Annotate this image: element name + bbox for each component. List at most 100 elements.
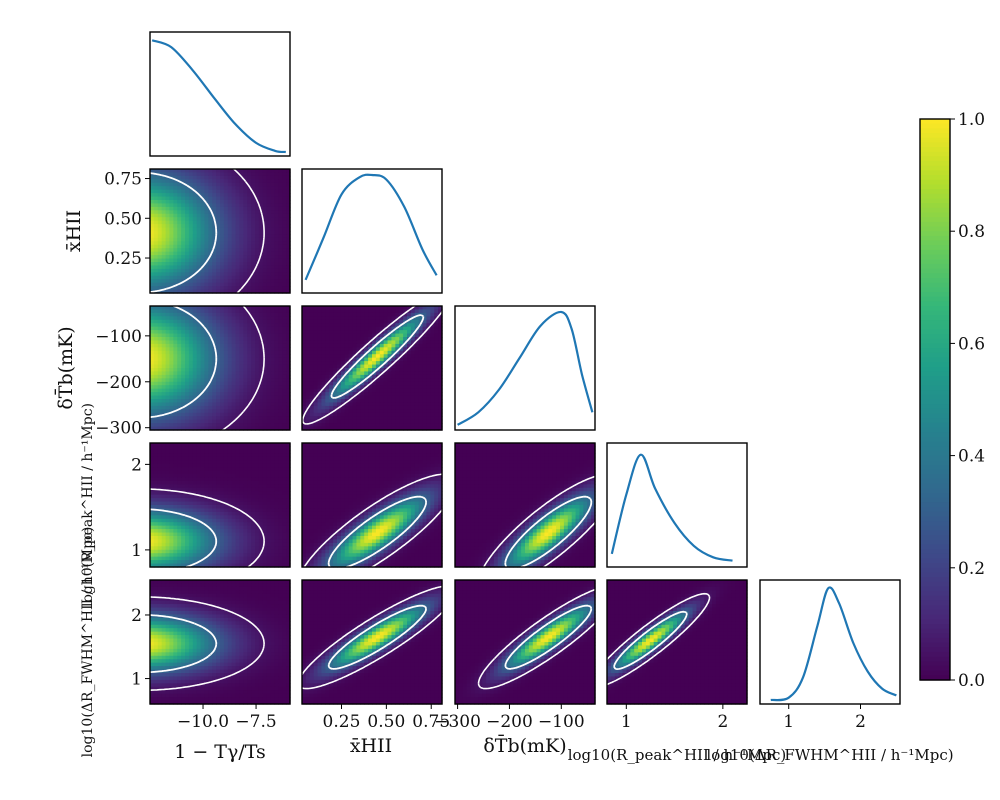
heat-cell bbox=[274, 217, 279, 222]
heat-cell bbox=[181, 306, 186, 311]
heat-cell bbox=[181, 244, 186, 249]
heat-cell bbox=[286, 189, 291, 194]
heat-cell bbox=[266, 412, 272, 417]
heat-cell bbox=[418, 381, 424, 386]
heat-cell bbox=[262, 449, 268, 454]
heat-cell bbox=[262, 470, 268, 475]
heat-cell bbox=[185, 330, 190, 335]
heat-cell bbox=[150, 501, 155, 506]
heat-cell bbox=[278, 333, 283, 338]
heat-cell bbox=[274, 484, 279, 489]
heat-cell bbox=[399, 309, 404, 314]
heat-cell bbox=[220, 312, 225, 317]
heat-cell bbox=[153, 364, 159, 369]
heat-cell bbox=[216, 354, 221, 359]
heat-cell bbox=[247, 470, 252, 475]
heat-cell bbox=[165, 227, 171, 232]
heat-cell bbox=[274, 350, 279, 355]
heat-cell bbox=[150, 248, 155, 253]
heat-cell bbox=[208, 361, 213, 366]
heat-cell bbox=[153, 532, 159, 537]
heat-cell bbox=[196, 203, 202, 208]
heat-cell bbox=[348, 361, 354, 366]
heat-cell bbox=[375, 395, 381, 400]
heat-cell bbox=[282, 272, 287, 277]
heat-cell bbox=[177, 319, 182, 324]
heat-cell bbox=[262, 326, 268, 331]
heat-cell bbox=[153, 279, 159, 284]
heat-cell bbox=[200, 268, 206, 273]
heat-cell bbox=[278, 508, 283, 513]
heat-cell bbox=[426, 337, 431, 342]
heat-cell bbox=[161, 333, 167, 338]
heat-cell bbox=[258, 343, 264, 348]
heat-cell bbox=[235, 402, 241, 407]
heat-cell bbox=[407, 306, 412, 311]
heat-cell bbox=[282, 371, 287, 376]
heat-cell bbox=[356, 340, 361, 345]
heat-cell bbox=[418, 361, 424, 366]
panel-frame bbox=[301, 168, 443, 294]
heat-cell bbox=[212, 449, 217, 454]
heat-cell bbox=[165, 268, 171, 273]
heat-cell bbox=[157, 220, 163, 225]
heat-cell bbox=[181, 515, 186, 520]
heat-cell bbox=[204, 333, 209, 338]
heat-cell bbox=[262, 456, 268, 461]
heat-cell bbox=[368, 416, 373, 421]
heat-cell bbox=[192, 381, 198, 386]
heat-cell bbox=[243, 343, 248, 348]
heat-cell bbox=[239, 409, 244, 414]
heat-cell bbox=[153, 244, 159, 249]
heat-cell bbox=[196, 498, 202, 503]
heat-cell bbox=[387, 426, 393, 431]
heat-cell bbox=[258, 224, 264, 229]
heat-cell bbox=[192, 426, 198, 431]
heat-cell bbox=[258, 511, 264, 516]
heat-cell bbox=[169, 268, 174, 273]
heat-cell bbox=[438, 416, 443, 421]
heat-cell bbox=[282, 231, 287, 236]
heat-cell bbox=[282, 175, 287, 180]
heat-cell bbox=[356, 402, 361, 407]
heat-cell bbox=[192, 532, 198, 537]
heat-cell bbox=[364, 412, 369, 417]
heat-cell bbox=[188, 234, 194, 239]
heat-cell bbox=[223, 312, 229, 317]
heat-cell bbox=[368, 354, 373, 359]
heat-cell bbox=[329, 423, 334, 428]
heat-cell bbox=[387, 409, 393, 414]
heat-cell bbox=[169, 265, 174, 270]
heat-cell bbox=[286, 477, 291, 482]
heat-cell bbox=[169, 467, 174, 472]
heat-cell bbox=[270, 330, 276, 335]
heat-cell bbox=[243, 474, 248, 479]
heat-cell bbox=[305, 350, 311, 355]
heat-cell bbox=[282, 443, 287, 448]
heat-cell bbox=[317, 350, 323, 355]
heat-cell bbox=[395, 326, 400, 331]
heat-cell bbox=[278, 354, 283, 359]
heat-cell bbox=[399, 385, 404, 390]
heat-cell bbox=[161, 213, 167, 218]
heat-cell bbox=[372, 333, 377, 338]
heat-cell bbox=[348, 330, 354, 335]
heat-cell bbox=[153, 529, 159, 534]
heat-cell bbox=[177, 265, 182, 270]
heat-cell bbox=[181, 268, 186, 273]
heat-cell bbox=[414, 319, 420, 324]
heat-cell bbox=[247, 179, 252, 184]
heat-cell bbox=[212, 248, 217, 253]
heat-cell bbox=[188, 371, 194, 376]
heat-cell bbox=[231, 518, 237, 523]
heat-cell bbox=[255, 241, 260, 246]
heat-cell bbox=[258, 272, 264, 277]
heat-cell bbox=[173, 518, 178, 523]
heat-cell bbox=[274, 213, 279, 218]
heat-cell bbox=[153, 381, 159, 386]
heat-cell bbox=[247, 443, 252, 448]
heat-cell bbox=[360, 319, 365, 324]
heat-cell bbox=[258, 477, 264, 482]
heat-cell bbox=[360, 378, 365, 383]
heat-cell bbox=[302, 419, 307, 424]
